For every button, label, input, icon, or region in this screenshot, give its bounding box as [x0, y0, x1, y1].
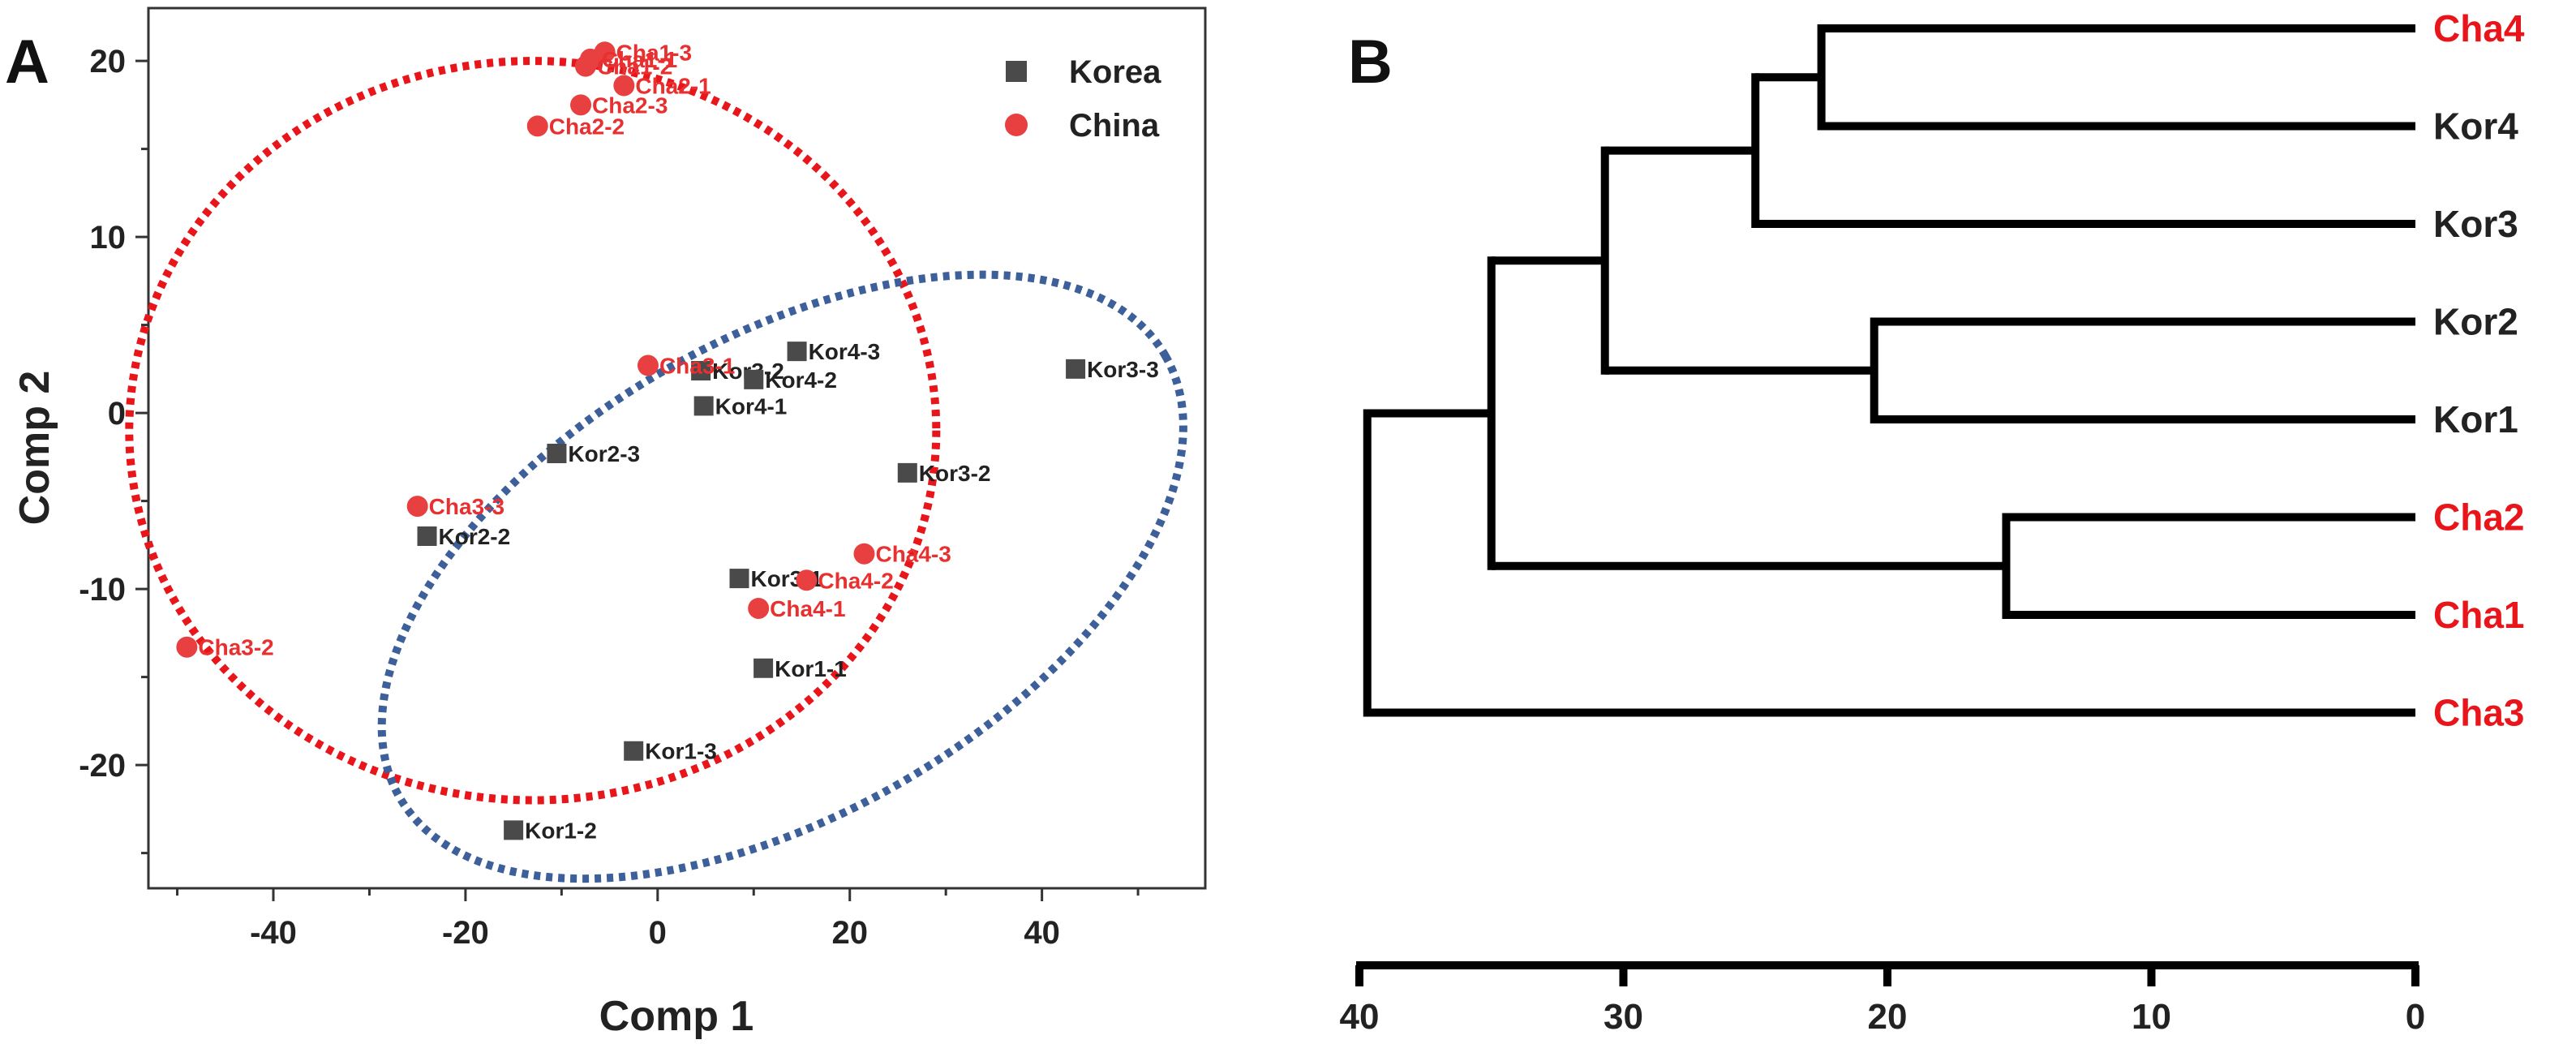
- x-tick-label: -20: [442, 915, 489, 951]
- point-label: Cha4-3: [875, 542, 951, 567]
- panel-b-letter: B: [1348, 28, 1393, 97]
- legend-korea-swatch: [1006, 61, 1027, 82]
- china-point: [613, 75, 635, 97]
- point-label: Kor1-2: [525, 818, 597, 843]
- y-axis-ticks: -20 -10 0 10 20: [79, 44, 148, 855]
- korea-point: [417, 526, 437, 546]
- point-label: Cha2-1: [635, 73, 711, 98]
- point-label: Cha3-2: [198, 635, 273, 660]
- point-label: Cha1-1: [602, 47, 677, 72]
- y-tick-label: 0: [108, 396, 126, 432]
- x-tick-label: 0: [649, 915, 667, 951]
- y-tick-label: -10: [79, 572, 126, 608]
- panel-a-letter: A: [5, 28, 49, 97]
- dendrogram-leaf-labels: Cha4 Kor4 Kor3 Kor2 Kor1 Cha2 Cha1 Cha3: [2433, 7, 2525, 734]
- china-point: [406, 496, 428, 518]
- leaf-label: Cha1: [2433, 594, 2524, 636]
- korea-point: [744, 369, 764, 389]
- x-tick-label: -40: [250, 915, 297, 951]
- korea-point: [787, 342, 807, 362]
- leaf-label: Kor3: [2433, 203, 2518, 245]
- leaf-label: Kor1: [2433, 398, 2518, 440]
- scale-tick-label: 20: [1868, 997, 1908, 1037]
- plot-frame: [147, 6, 1207, 890]
- china-point: [526, 115, 548, 137]
- legend-label: China: [1069, 108, 1160, 144]
- korea-point: [1066, 359, 1086, 379]
- panel-a-scatter: -40 -20 0 20 40 -20 -10 0 10 20 Kor4-3 Kor3-2 Kor4…: [11, 6, 1207, 1040]
- x-axis-title: Comp 1: [599, 993, 754, 1040]
- point-label: Kor4-3: [809, 339, 881, 364]
- point-label: Cha4-2: [818, 568, 893, 593]
- korea-point: [691, 361, 711, 381]
- confidence-ellipses: [125, 57, 1187, 883]
- point-label: Cha1-2: [597, 54, 672, 79]
- point-label: Cha2-3: [592, 92, 668, 118]
- china-point: [748, 597, 770, 619]
- x-tick-label: 20: [831, 915, 868, 951]
- china-point: [853, 543, 875, 565]
- y-axis-title: Comp 2: [11, 371, 58, 526]
- china-point: [176, 636, 198, 658]
- dendrogram-branches: [1363, 24, 2415, 717]
- scale-tick-label: 10: [2132, 997, 2171, 1037]
- scale-tick-label: 40: [1340, 997, 1380, 1037]
- china-point: [570, 94, 592, 116]
- y-tick-label: -20: [79, 748, 126, 784]
- leaf-label: Cha4: [2433, 7, 2525, 49]
- point-label: Kor3-2: [919, 461, 991, 486]
- korea-point: [547, 444, 567, 464]
- point-label: Kor1-3: [645, 739, 717, 764]
- korea-point: [729, 569, 749, 589]
- legend-label: Korea: [1069, 54, 1161, 90]
- x-tick-label: 40: [1024, 915, 1060, 951]
- legend-china-swatch: [1005, 114, 1028, 136]
- ellipse-korea: [377, 270, 1187, 883]
- china-point: [574, 55, 596, 77]
- leaf-label: Kor4: [2433, 105, 2518, 148]
- point-label: Cha1-3: [616, 40, 692, 65]
- point-label: Cha3-1: [659, 354, 735, 379]
- korea-point: [693, 396, 714, 416]
- scale-tick-label: 0: [2406, 997, 2425, 1037]
- leaf-label: Cha2: [2433, 496, 2524, 539]
- y-tick-label: 10: [90, 220, 127, 256]
- china-point: [637, 354, 659, 376]
- leaf-label: Cha3: [2433, 692, 2524, 734]
- distance-scale-axis: 40 30 20 10 0: [1340, 961, 2425, 1037]
- ellipse-china: [125, 57, 941, 805]
- point-label: Cha4-1: [770, 596, 845, 621]
- korea-point: [897, 462, 917, 483]
- point-label: Cha3-3: [429, 494, 504, 519]
- panel-b-dendrogram: Cha4 Kor4 Kor3 Kor2 Kor1 Cha2 Cha1 Cha3 40 30 20 1…: [1340, 7, 2525, 1037]
- china-point: [796, 569, 818, 591]
- point-label: Cha2-2: [549, 114, 625, 139]
- point-label: Kor2-2: [439, 524, 511, 549]
- point-label: Kor1-1: [775, 656, 847, 681]
- point-label: Kor2-3: [568, 441, 640, 466]
- scale-tick-label: 30: [1604, 997, 1643, 1037]
- korea-point: [504, 820, 524, 840]
- x-axis-ticks: -40 -20 0 20 40: [176, 888, 1140, 951]
- korea-point: [624, 741, 644, 761]
- korea-point: [753, 658, 774, 678]
- legend: Korea China: [1005, 54, 1161, 144]
- y-tick-label: 20: [90, 44, 127, 79]
- scatter-points: Kor4-3Kor3-2Kor4-2Kor4-1Kor3-3Kor2-3Kor3…: [176, 40, 1159, 843]
- leaf-label: Kor2: [2433, 301, 2518, 343]
- point-label: Kor4-1: [715, 393, 788, 419]
- point-label: Kor3-3: [1087, 357, 1159, 382]
- point-label: Kor4-2: [765, 367, 837, 393]
